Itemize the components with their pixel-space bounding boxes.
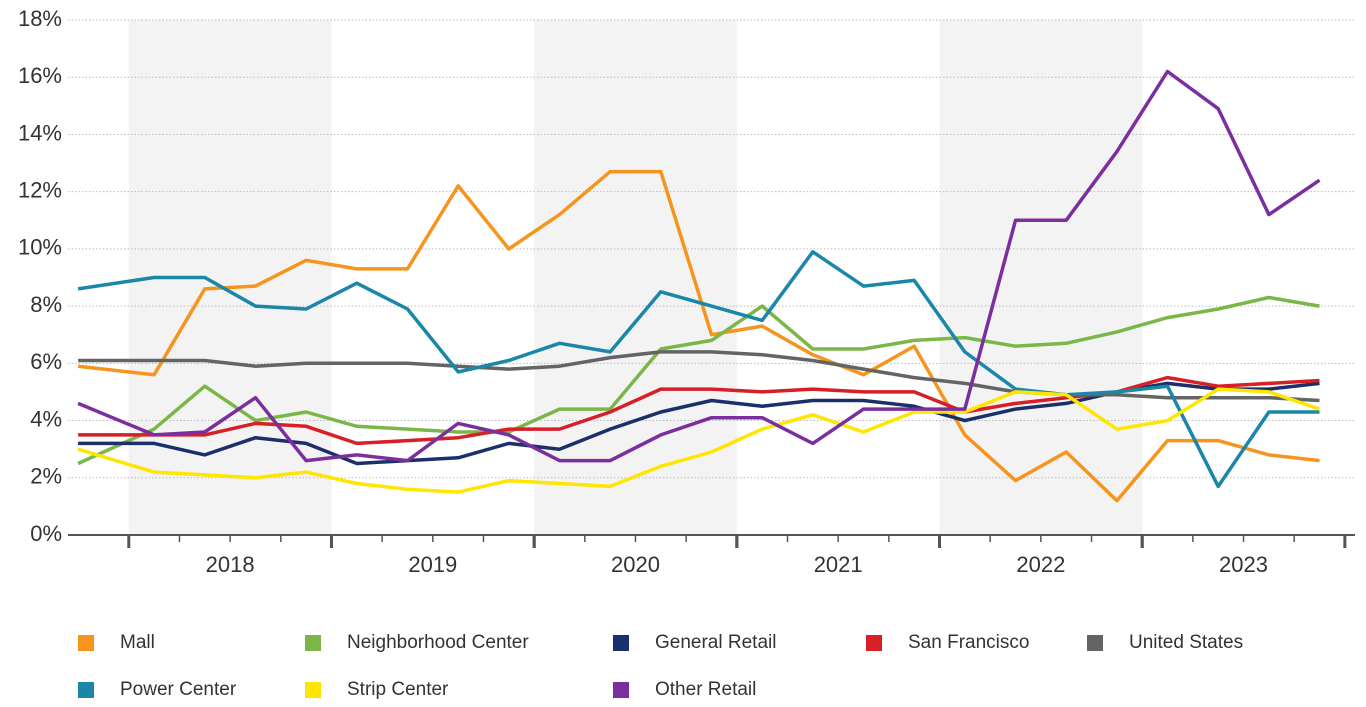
x-tick-label: 2020	[611, 552, 660, 577]
x-tick-label: 2019	[408, 552, 457, 577]
y-tick-label: 18%	[18, 6, 62, 31]
series-line	[77, 250, 1320, 489]
series-line	[77, 387, 1321, 494]
y-tick-label: 6%	[30, 349, 62, 374]
legend-label: Power Center	[120, 679, 237, 700]
y-tick-label: 2%	[30, 464, 62, 489]
y-tick-label: 8%	[30, 292, 62, 317]
legend-swatch	[1087, 635, 1103, 651]
x-tick-label: 2021	[814, 552, 863, 577]
legend-swatch	[305, 635, 321, 651]
year-band	[939, 20, 1143, 535]
y-tick-label: 14%	[18, 120, 62, 145]
axis-layer: 2018 2019 2020 2021 2022 2023 0% 2% 4% 6% 8% 10% 12%…	[18, 6, 1355, 577]
y-tick-label: 12%	[18, 177, 62, 202]
year-band	[534, 20, 737, 535]
x-tick-label: 2023	[1219, 552, 1268, 577]
y-tick-label: 4%	[30, 406, 62, 431]
legend-swatch	[78, 682, 94, 698]
series-line	[77, 69, 1321, 463]
legend-label: San Francisco	[908, 632, 1029, 653]
y-tick-label: 0%	[30, 521, 62, 546]
x-tick-label: 2022	[1016, 552, 1065, 577]
line-layer	[77, 69, 1321, 503]
x-tick-label: 2018	[206, 552, 255, 577]
legend-label: Strip Center	[347, 679, 449, 700]
series-line	[77, 295, 1320, 466]
y-tick-label: 10%	[18, 235, 62, 260]
y-tick-label: 16%	[18, 63, 62, 88]
legend-swatch	[613, 635, 629, 651]
legend-swatch	[866, 635, 882, 651]
band-layer	[128, 20, 1143, 535]
legend-label: United States	[1129, 632, 1243, 653]
series-line	[77, 169, 1320, 503]
legend: Mall Neighborhood Center General Retail San…	[78, 632, 1243, 700]
legend-swatch	[78, 635, 94, 651]
legend-swatch	[305, 682, 321, 698]
legend-label: General Retail	[655, 632, 776, 653]
legend-label: Mall	[120, 632, 155, 653]
legend-label: Other Retail	[655, 679, 756, 700]
legend-label: Neighborhood Center	[347, 632, 529, 653]
series-line	[78, 350, 1320, 403]
legend-swatch	[613, 682, 629, 698]
